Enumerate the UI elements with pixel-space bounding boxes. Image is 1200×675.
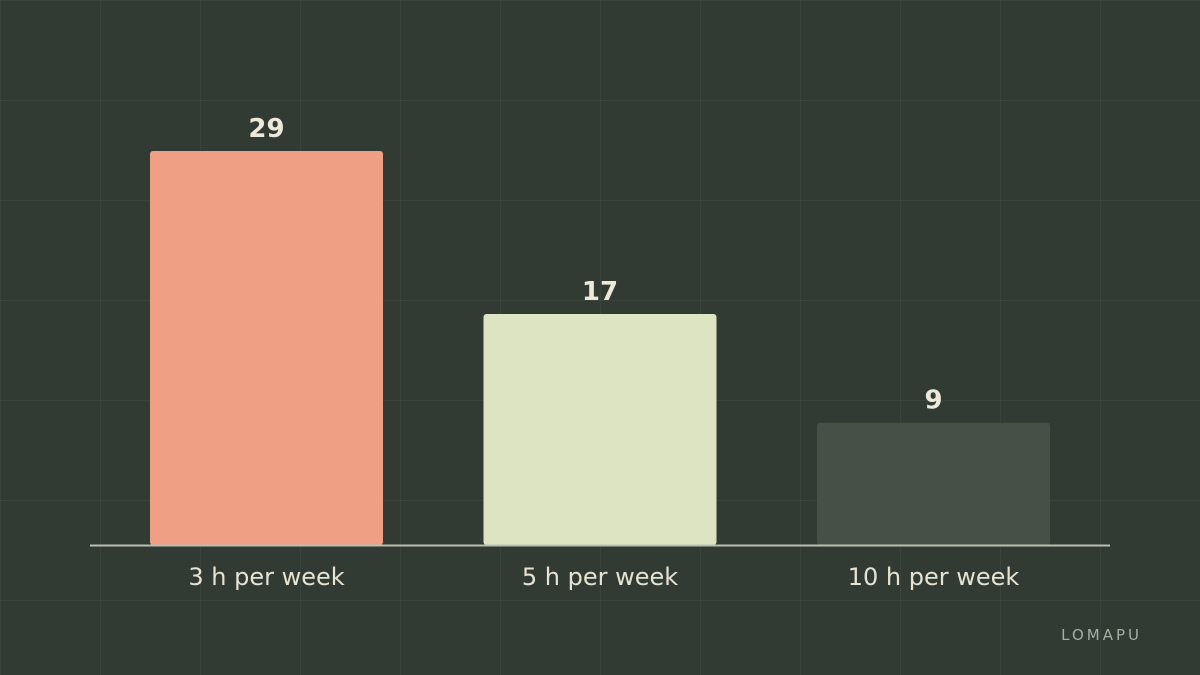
brand-logo-text: LOMAPU bbox=[1061, 626, 1142, 644]
data-label-1: 29 bbox=[248, 114, 284, 144]
data-label-3: 9 bbox=[924, 386, 942, 416]
bar-3 bbox=[817, 422, 1050, 545]
data-label-2: 17 bbox=[582, 277, 618, 307]
x-tick-label-2: 5 h per week bbox=[522, 563, 678, 591]
x-tick-label-3: 10 h per week bbox=[848, 563, 1020, 591]
bar-1 bbox=[150, 151, 383, 545]
x-tick-label-1: 3 h per week bbox=[188, 563, 344, 591]
bar-2 bbox=[483, 314, 717, 545]
